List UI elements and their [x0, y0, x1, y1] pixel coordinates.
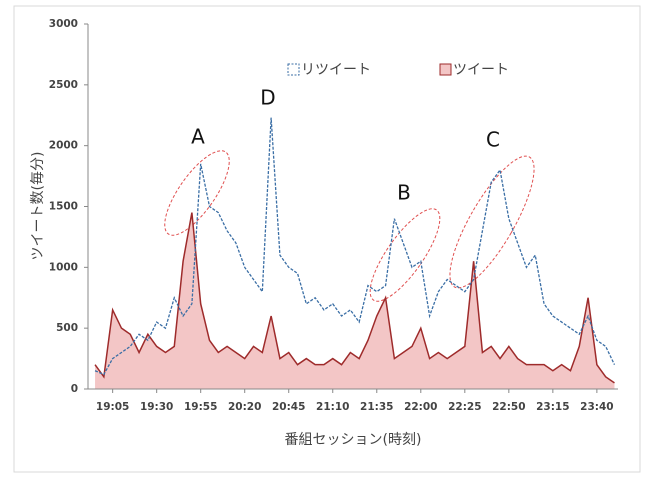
y-tick-label: 2500 [49, 79, 78, 91]
ellipse-a [164, 150, 230, 236]
legend-swatch [439, 63, 452, 76]
y-tick-label: 1500 [49, 201, 78, 213]
annotation: B [397, 181, 411, 205]
y-tick-label: 3000 [49, 18, 78, 30]
x-tick-label: 23:40 [580, 401, 613, 413]
annotation: D [260, 86, 275, 110]
y-tick-label: 1000 [49, 261, 78, 273]
tweet-area [95, 212, 615, 389]
x-tick-label: 21:35 [360, 401, 393, 413]
chart-frame [13, 5, 641, 473]
y-tick-label: 500 [56, 322, 78, 334]
x-tick-label: 19:05 [96, 401, 129, 413]
y-tick-label: 2000 [49, 140, 78, 152]
legend-label: リツイート [301, 62, 371, 78]
x-tick-label: 19:30 [140, 401, 173, 413]
x-tick-label: 23:15 [536, 401, 569, 413]
y-tick-label: 0 [71, 383, 78, 395]
retweet-line [94, 117, 616, 376]
x-tick-label: 21:10 [316, 401, 349, 413]
y-axis-title: ツイート数(毎分) [30, 152, 46, 261]
x-tick-label: 20:45 [272, 401, 305, 413]
x-tick-label: 22:25 [448, 401, 481, 413]
x-tick-label: 20:20 [228, 401, 261, 413]
annotation: A [191, 125, 205, 149]
x-tick-label: 22:00 [404, 401, 437, 413]
x-axis-title: 番組セッション(時刻) [285, 432, 422, 448]
legend-swatch [287, 63, 300, 76]
x-tick-label: 19:55 [184, 401, 217, 413]
legend-label: ツイート [453, 62, 509, 78]
x-tick-label: 22:50 [492, 401, 525, 413]
annotation: C [486, 128, 500, 152]
tweet-line [94, 212, 615, 384]
ellipse-c [449, 155, 535, 289]
